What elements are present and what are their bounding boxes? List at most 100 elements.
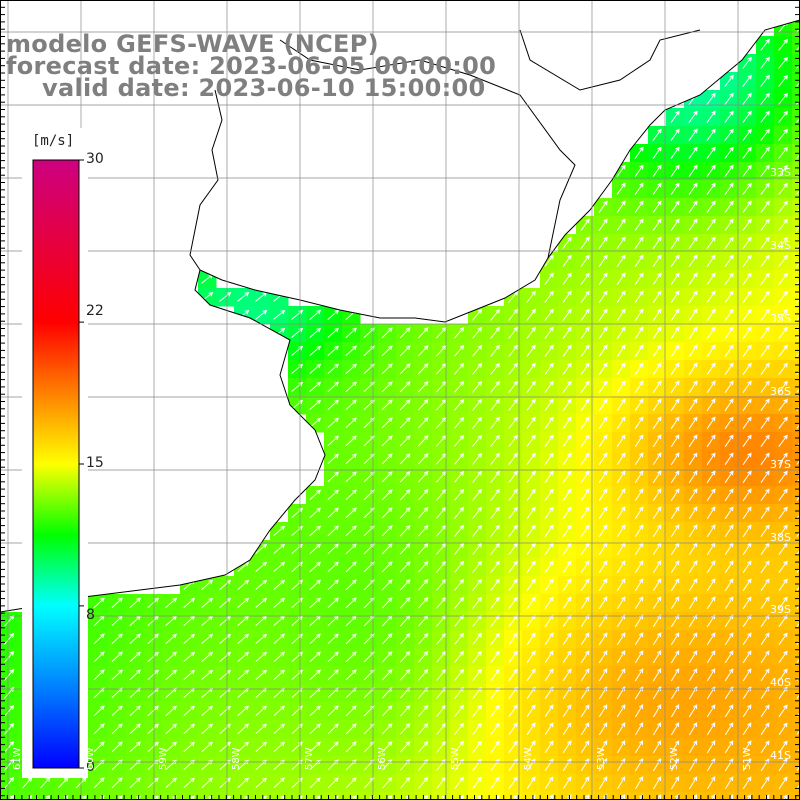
wind-arrow	[598, 524, 608, 538]
wind-arrow	[652, 128, 662, 141]
wind-arrow	[381, 705, 393, 717]
wind-arrow	[634, 668, 644, 682]
lat-label-33s: 33S	[770, 166, 791, 179]
wind-arrow	[688, 740, 698, 754]
wind-arrow	[724, 326, 734, 339]
wind-arrow	[454, 596, 465, 609]
wind-arrow	[778, 200, 788, 213]
wind-speed-cell	[792, 36, 800, 55]
wind-arrow	[598, 488, 608, 502]
wind-arrow	[796, 549, 800, 555]
wind-arrow	[381, 417, 393, 429]
wind-speed-cell	[270, 792, 289, 800]
wind-arrow	[472, 524, 483, 537]
wind-arrow	[309, 723, 321, 735]
wind-arrow	[508, 470, 518, 483]
wind-arrow	[724, 722, 734, 736]
wind-arrow	[652, 362, 662, 376]
wind-arrow	[562, 470, 572, 483]
wind-arrow	[688, 776, 698, 790]
wind-arrow	[237, 777, 249, 789]
wind-arrow	[652, 632, 662, 646]
wind-arrow	[724, 596, 734, 610]
wind-arrow	[688, 650, 698, 664]
wind-speed-cell	[792, 774, 800, 793]
wind-arrow	[760, 164, 770, 177]
wind-arrow	[688, 398, 698, 412]
wind-arrow	[724, 92, 734, 105]
wind-arrow	[526, 290, 536, 303]
wind-arrow	[598, 614, 608, 628]
wind-arrow	[598, 272, 608, 285]
wind-speed-cell	[162, 792, 181, 800]
wind-arrow	[472, 452, 483, 465]
wind-arrow	[472, 542, 483, 555]
wind-arrow	[778, 632, 788, 645]
wind-arrow	[742, 326, 752, 339]
wind-arrow	[544, 722, 554, 736]
wind-arrow	[598, 578, 608, 592]
wind-arrow	[778, 596, 788, 609]
wind-arrow	[598, 776, 608, 790]
wind-arrow	[688, 668, 698, 682]
wind-arrow	[454, 452, 465, 465]
wind-arrow	[381, 507, 393, 519]
wind-arrow	[291, 525, 303, 536]
wind-arrow	[454, 488, 465, 501]
wind-arrow	[508, 722, 518, 735]
wind-speed-cell	[450, 792, 469, 800]
wind-arrow	[93, 777, 105, 789]
wind-speed-cell	[576, 792, 595, 800]
wind-arrow	[634, 578, 644, 592]
wind-arrow	[544, 596, 554, 610]
wind-arrow	[598, 722, 608, 736]
wind-arrow	[580, 560, 590, 574]
wind-arrow	[562, 254, 572, 267]
wind-speed-cell	[702, 792, 721, 800]
wind-arrow	[724, 578, 734, 592]
wind-speed-cell	[792, 630, 800, 649]
wind-arrow	[724, 614, 734, 628]
wind-arrow	[201, 633, 214, 644]
wind-speed-cell	[0, 792, 19, 800]
wind-arrow	[508, 416, 518, 429]
wind-arrow	[616, 650, 626, 664]
wind-arrow	[580, 668, 590, 682]
wind-arrow	[111, 723, 123, 735]
wind-arrow	[183, 669, 195, 680]
wind-arrow	[417, 561, 429, 573]
wind-arrow	[796, 279, 800, 285]
wind-arrow	[670, 632, 680, 646]
wind-arrow	[472, 560, 483, 573]
wind-arrow	[273, 615, 285, 626]
wind-arrow	[399, 597, 411, 609]
wind-arrow	[508, 704, 518, 717]
wind-arrow	[598, 596, 608, 610]
wind-arrow	[472, 650, 482, 663]
wind-arrow	[724, 272, 734, 285]
wind-arrow	[598, 740, 608, 754]
wind-arrow	[616, 254, 626, 267]
wind-arrow	[580, 596, 590, 610]
wind-arrow	[544, 398, 554, 411]
wind-arrow	[345, 327, 357, 339]
wind-arrow	[526, 398, 536, 411]
wind-arrow	[454, 524, 465, 537]
wind-arrow	[706, 704, 716, 718]
wind-speed-cell	[720, 792, 739, 800]
wind-arrow	[616, 182, 626, 195]
wind-arrow	[796, 297, 800, 303]
wind-arrow	[652, 200, 662, 213]
wind-arrow	[490, 668, 500, 681]
wind-arrow	[760, 524, 770, 537]
wind-arrow	[93, 705, 105, 717]
wind-arrow	[327, 543, 339, 555]
wind-arrow	[454, 650, 465, 663]
wind-arrow	[490, 740, 500, 753]
wind-arrow	[327, 453, 339, 465]
wind-arrow	[652, 596, 662, 610]
wind-arrow	[508, 524, 518, 537]
wind-arrow	[490, 722, 500, 735]
wind-arrow	[544, 632, 554, 646]
wind-arrow	[670, 110, 680, 123]
